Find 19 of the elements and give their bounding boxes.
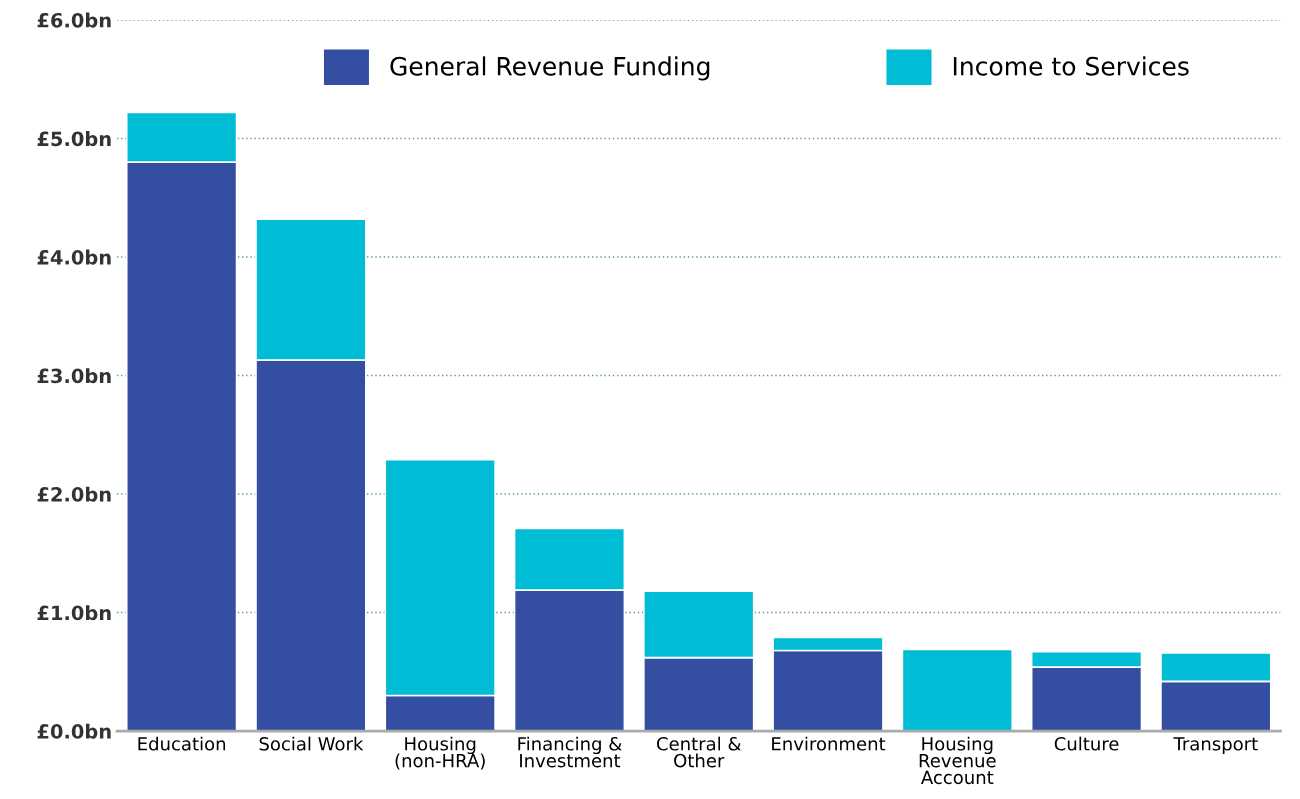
x-tick-label: Central & Other	[656, 736, 741, 768]
x-tick-label: Social Work	[259, 736, 364, 751]
x-tick-label: Housing (non-HRA)	[395, 736, 485, 770]
y-tick-label: £5.0bn	[37, 131, 111, 147]
y-tick-label: £4.0bn	[37, 249, 111, 265]
x-tick-label: Housing Revenue Account	[919, 736, 996, 785]
x-tick-label: Transport	[1173, 737, 1258, 755]
y-tick-label: £3.0bn	[37, 368, 111, 384]
y-tick-label: £2.0bn	[37, 486, 111, 502]
legend-label: Income to Services	[953, 56, 1189, 76]
x-tick-label: Environment	[772, 736, 886, 751]
bar	[901, 648, 1014, 732]
legend-label: General Revenue Funding	[390, 56, 710, 81]
y-tick-label: £1.0bn	[37, 605, 111, 621]
x-tick-label: Education	[138, 736, 226, 751]
x-tick-label: Financing & Investment	[518, 736, 622, 768]
y-tick-label: £6.0bn	[37, 12, 111, 28]
x-tick-label: Culture	[1054, 736, 1119, 751]
y-tick-label: £0.0bn	[37, 723, 111, 739]
